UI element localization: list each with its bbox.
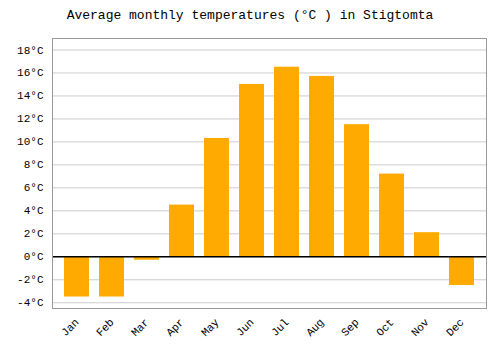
svg-text:-4°C: -4°C <box>17 297 44 309</box>
svg-text:16°C: 16°C <box>17 67 44 79</box>
svg-text:6°C: 6°C <box>24 182 44 194</box>
svg-text:-2°C: -2°C <box>17 274 44 286</box>
svg-text:Aug: Aug <box>304 316 326 338</box>
svg-text:4°C: 4°C <box>24 205 44 217</box>
svg-text:May: May <box>199 316 222 339</box>
svg-text:Feb: Feb <box>94 316 116 338</box>
svg-text:18°C: 18°C <box>17 45 44 57</box>
svg-text:Sep: Sep <box>339 316 361 338</box>
html-text:Average monthly temperatures (: Average monthly temperatures (°C ) in St… <box>66 8 434 23</box>
svg-text:10°C: 10°C <box>17 136 44 148</box>
svg-text:Dec: Dec <box>444 316 466 338</box>
svg-text:Jan: Jan <box>59 316 81 338</box>
svg-text:0°C: 0°C <box>24 251 44 263</box>
svg-text:2°C: 2°C <box>24 228 44 240</box>
svg-text:Nov: Nov <box>409 316 432 339</box>
svg-text:Apr: Apr <box>164 316 186 338</box>
svg-text:Oct: Oct <box>374 316 396 338</box>
svg-text:8°C: 8°C <box>24 159 44 171</box>
svg-text:14°C: 14°C <box>17 90 44 102</box>
svg-text:Jun: Jun <box>234 316 256 338</box>
svg-text:12°C: 12°C <box>17 113 44 125</box>
svg-text:Jul: Jul <box>269 316 291 338</box>
svg-text:Mar: Mar <box>129 316 151 338</box>
